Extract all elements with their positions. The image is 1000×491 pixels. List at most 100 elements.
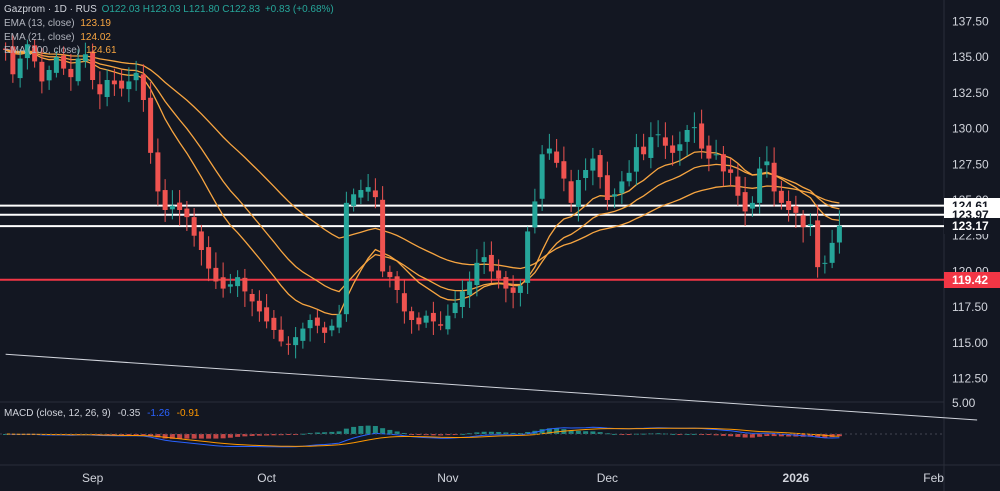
symbol-title: Gazprom · 1D · RUS bbox=[4, 4, 97, 15]
candle-body bbox=[488, 254, 494, 272]
candle-body bbox=[191, 217, 197, 236]
candle-body bbox=[662, 137, 668, 146]
candles bbox=[3, 34, 842, 359]
macd-histogram-bar bbox=[757, 434, 763, 437]
ema-100-value: 124.61 bbox=[85, 45, 117, 56]
macd-histogram-bar bbox=[416, 434, 422, 435]
macd-histogram-bar bbox=[554, 428, 560, 434]
candle-body bbox=[481, 257, 487, 263]
macd-histogram-bar bbox=[300, 433, 306, 435]
macd-histogram-bar bbox=[242, 434, 248, 437]
candle-body bbox=[445, 315, 451, 330]
price-tag: 119.42 bbox=[944, 271, 1000, 288]
candle-body bbox=[829, 242, 835, 263]
candle-body bbox=[82, 54, 88, 62]
macd-histogram-bar bbox=[343, 428, 349, 434]
macd-histogram-bar bbox=[423, 434, 429, 436]
candle-body bbox=[278, 329, 284, 342]
candle-body bbox=[583, 170, 589, 178]
candle-body bbox=[206, 247, 212, 269]
candle-body bbox=[285, 343, 291, 345]
candle-body bbox=[169, 205, 175, 210]
macd-histogram-bar bbox=[735, 434, 741, 437]
ema-13-legend[interactable]: EMA (13, close) 123.19 bbox=[4, 17, 111, 30]
candle-body bbox=[264, 307, 270, 322]
ema-21-legend[interactable]: EMA (21, close) 124.02 bbox=[4, 31, 111, 44]
ema-100-legend[interactable]: EMA (100, close) 124.61 bbox=[4, 44, 117, 57]
candle-body bbox=[764, 161, 770, 166]
macd-histogram-bar bbox=[481, 431, 487, 434]
macd-histogram-bar bbox=[351, 426, 357, 434]
candle-body bbox=[416, 317, 422, 325]
candle-body bbox=[271, 317, 277, 330]
macd-histogram-bar bbox=[503, 432, 509, 434]
candle-body bbox=[648, 137, 654, 158]
macd-histogram-bar bbox=[271, 434, 277, 436]
candle-body bbox=[503, 277, 509, 289]
macd-histogram-bar bbox=[488, 431, 494, 434]
macd-legend[interactable]: MACD (close, 12, 26, 9) -0.35 -1.26 -0.9… bbox=[4, 408, 199, 419]
candle-body bbox=[496, 270, 502, 279]
macd-hist-value: -0.91 bbox=[176, 408, 200, 419]
macd-histogram-bar bbox=[445, 434, 451, 436]
ema-13-label: EMA (13, close) bbox=[4, 18, 75, 29]
candle-body bbox=[162, 190, 168, 210]
candle-body bbox=[641, 146, 647, 155]
y-tick-label: 132.50 bbox=[952, 86, 989, 100]
macd-histogram-bar bbox=[126, 434, 132, 435]
candle-body bbox=[358, 190, 364, 198]
candle-body bbox=[184, 208, 190, 218]
macd-histogram-bar bbox=[401, 432, 407, 434]
candle-body bbox=[46, 70, 52, 81]
candle-body bbox=[539, 154, 545, 199]
candle-body bbox=[293, 337, 299, 346]
macd-histogram-bar bbox=[322, 432, 328, 434]
macd-signal-line bbox=[5, 427, 840, 447]
candle-body bbox=[786, 200, 792, 210]
macd-histogram-bar bbox=[387, 429, 393, 434]
candle-body bbox=[597, 155, 603, 178]
candle-body bbox=[778, 190, 784, 203]
candle-body bbox=[322, 327, 328, 333]
candle-body bbox=[372, 190, 378, 198]
candle-body bbox=[438, 324, 444, 326]
y-tick-label: 135.00 bbox=[952, 50, 989, 64]
macd-pane bbox=[3, 425, 842, 448]
candle-body bbox=[220, 277, 226, 289]
candle-body bbox=[691, 127, 697, 129]
macd-histogram-bar bbox=[474, 432, 480, 434]
candle-body bbox=[387, 271, 393, 278]
macd-value: -0.35 bbox=[117, 408, 141, 419]
macd-histogram-bar bbox=[227, 434, 233, 438]
candle-body bbox=[510, 287, 516, 293]
ema-100-label: EMA (100, close) bbox=[4, 45, 81, 56]
macd-histogram-bar bbox=[438, 434, 444, 436]
candle-body bbox=[604, 175, 610, 200]
macd-histogram-bar bbox=[583, 431, 589, 434]
macd-histogram-bar bbox=[249, 434, 255, 436]
candle-body bbox=[677, 144, 683, 151]
candle-body bbox=[380, 199, 386, 272]
candle-body bbox=[720, 154, 726, 172]
macd-histogram-bar bbox=[372, 426, 378, 434]
candle-body bbox=[568, 181, 574, 203]
macd-histogram-bar bbox=[568, 430, 574, 434]
x-tick-label: Dec bbox=[597, 471, 618, 485]
macd-label: MACD (close, 12, 26, 9) bbox=[4, 408, 111, 419]
candle-body bbox=[575, 180, 581, 207]
candle-body bbox=[177, 202, 183, 210]
trendline bbox=[5, 353, 978, 421]
candle-body bbox=[517, 285, 523, 293]
macd-histogram-bar bbox=[336, 431, 342, 434]
macd-histogram-bar bbox=[778, 434, 784, 437]
candle-body bbox=[365, 187, 371, 192]
macd-histogram-bar bbox=[184, 434, 190, 439]
x-tick-label: Sep bbox=[82, 471, 104, 485]
symbol-legend[interactable]: Gazprom · 1D · RUS O122.03 H123.03 L121.… bbox=[4, 3, 334, 16]
macd-histogram-bar bbox=[525, 432, 531, 434]
macd-histogram-bar bbox=[430, 434, 436, 436]
macd-histogram-bar bbox=[764, 434, 770, 437]
macd-histogram-bar bbox=[191, 434, 197, 439]
candle-body bbox=[619, 181, 625, 194]
